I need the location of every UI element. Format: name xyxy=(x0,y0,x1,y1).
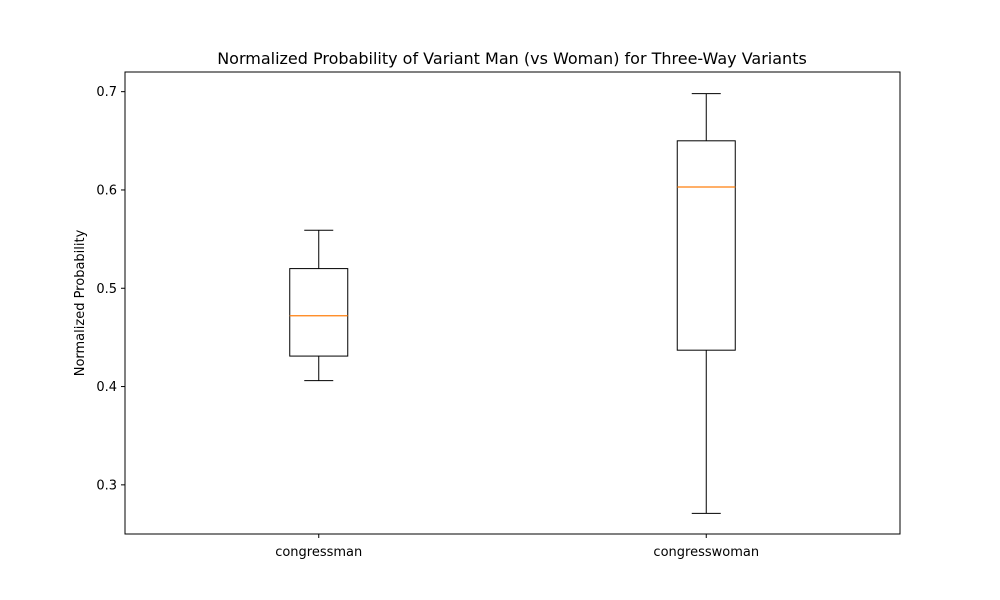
y-axis-label: Normalized Probability xyxy=(73,229,88,376)
x-tick-label: congresswoman xyxy=(653,545,759,560)
plot-frame xyxy=(124,71,901,535)
y-tick-label: 0.3 xyxy=(96,478,117,493)
plot-area: 0.3 0.4 0.5 0.6 0.7 congressman congresswoman xyxy=(96,85,759,560)
x-tick-label: congressman xyxy=(275,545,362,560)
y-tick-label: 0.4 xyxy=(96,380,117,395)
y-tick-label: 0.5 xyxy=(96,282,117,297)
y-tick-label: 0.6 xyxy=(96,183,117,198)
chart-title: Normalized Probability of Variant Man (v… xyxy=(217,49,807,68)
y-tick-label: 0.7 xyxy=(96,85,117,100)
box-congresswoman xyxy=(676,140,736,351)
box-congressman xyxy=(289,268,349,357)
